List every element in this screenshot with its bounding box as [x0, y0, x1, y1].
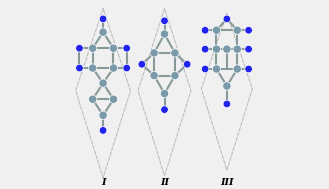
Circle shape — [245, 26, 252, 34]
Circle shape — [233, 45, 241, 53]
Circle shape — [123, 44, 131, 52]
Circle shape — [201, 45, 209, 53]
Circle shape — [212, 65, 221, 73]
Circle shape — [123, 64, 131, 72]
Circle shape — [109, 44, 118, 52]
Circle shape — [99, 28, 107, 36]
Circle shape — [223, 15, 231, 23]
Circle shape — [160, 89, 169, 98]
Circle shape — [171, 49, 179, 57]
Circle shape — [233, 65, 241, 73]
Circle shape — [76, 44, 83, 52]
Text: II: II — [160, 178, 169, 187]
Circle shape — [233, 26, 241, 34]
Circle shape — [89, 44, 97, 52]
Circle shape — [76, 64, 83, 72]
Circle shape — [161, 17, 168, 25]
Circle shape — [89, 95, 97, 103]
Circle shape — [109, 64, 118, 72]
Circle shape — [161, 106, 168, 113]
Circle shape — [212, 26, 221, 34]
Circle shape — [99, 111, 107, 119]
Circle shape — [201, 65, 209, 73]
Circle shape — [201, 26, 209, 34]
Circle shape — [223, 100, 231, 108]
Circle shape — [99, 15, 107, 23]
Text: III: III — [220, 178, 234, 187]
Circle shape — [245, 65, 252, 73]
Circle shape — [150, 71, 158, 80]
Circle shape — [171, 71, 179, 80]
Circle shape — [150, 49, 158, 57]
Text: I: I — [101, 178, 105, 187]
Circle shape — [99, 127, 107, 134]
Circle shape — [160, 30, 169, 38]
Circle shape — [183, 60, 191, 68]
Circle shape — [212, 45, 221, 53]
Circle shape — [223, 45, 231, 53]
Circle shape — [245, 45, 252, 53]
Circle shape — [138, 60, 146, 68]
Circle shape — [89, 64, 97, 72]
Circle shape — [99, 79, 107, 87]
Circle shape — [109, 95, 118, 103]
Circle shape — [223, 82, 231, 90]
